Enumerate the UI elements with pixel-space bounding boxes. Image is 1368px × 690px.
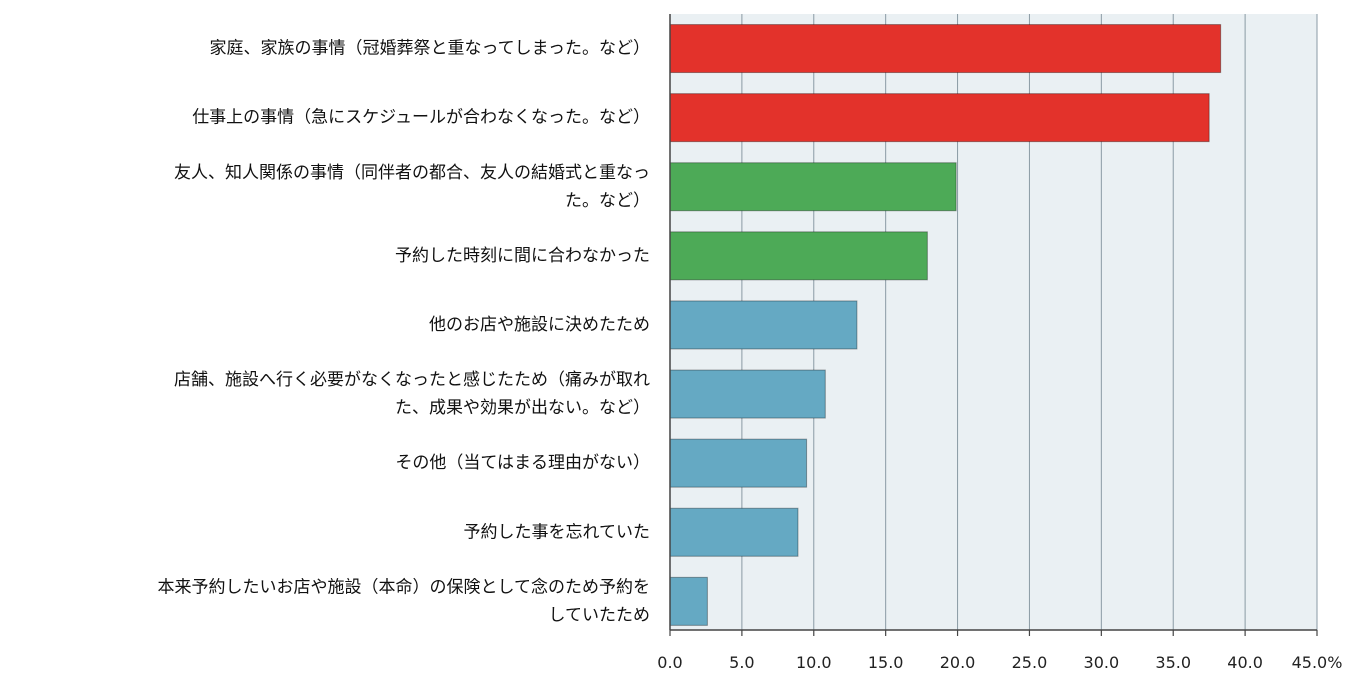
x-tick-label-30: 30.0	[1084, 653, 1120, 672]
bar-4[interactable]	[669, 231, 928, 281]
bar-6[interactable]	[669, 369, 826, 419]
category-label-7: その他（当てはまる理由がない）	[395, 453, 650, 473]
category-label-2: 仕事上の事情（急にスケジュールが合わなくなった。など）	[192, 108, 650, 128]
category-label-8: 予約した事を忘れていた	[464, 522, 651, 542]
x-tick-label-20: 20.0	[940, 653, 976, 672]
x-tick-label-35: 35.0	[1155, 653, 1191, 672]
category-label-3-line-2: た。など）	[565, 191, 650, 211]
bar-9[interactable]	[669, 576, 708, 626]
bar-3[interactable]	[669, 162, 957, 212]
category-label-6-line-2: た、成果や効果が出ない。など）	[395, 398, 650, 418]
x-tick-label-0: 0.0	[657, 653, 682, 672]
category-label-9-line-1: 本来予約したいお店や施設（本命）の保険として念のため予約を	[158, 576, 651, 597]
bar-1[interactable]	[669, 24, 1222, 74]
category-label-3-line-1: 友人、知人関係の事情（同伴者の都合、友人の結婚式と重なっ	[174, 163, 650, 183]
x-tick-label-15: 15.0	[868, 653, 904, 672]
category-label-9-line-2: していたため	[549, 605, 651, 625]
category-label-1: 家庭、家族の事情（冠婚葬祭と重なってしまった。など）	[210, 39, 650, 59]
x-tick-label-5: 5.0	[729, 653, 754, 672]
x-tick-label-45: 45.0%	[1292, 653, 1343, 672]
bar-2[interactable]	[669, 93, 1210, 143]
bar-8[interactable]	[669, 507, 799, 557]
x-tick-label-10: 10.0	[796, 653, 832, 672]
category-label-4: 予約した時刻に間に合わなかった	[395, 246, 650, 266]
category-label-5: 他のお店や施設に決めたため	[429, 315, 650, 335]
bar-7[interactable]	[669, 438, 808, 488]
x-tick-label-40: 40.0	[1227, 653, 1263, 672]
bar-5[interactable]	[669, 300, 858, 350]
category-label-6-line-1: 店舗、施設へ行く必要がなくなったと感じたため（痛みが取れ	[174, 370, 650, 390]
x-tick-label-25: 25.0	[1012, 653, 1048, 672]
